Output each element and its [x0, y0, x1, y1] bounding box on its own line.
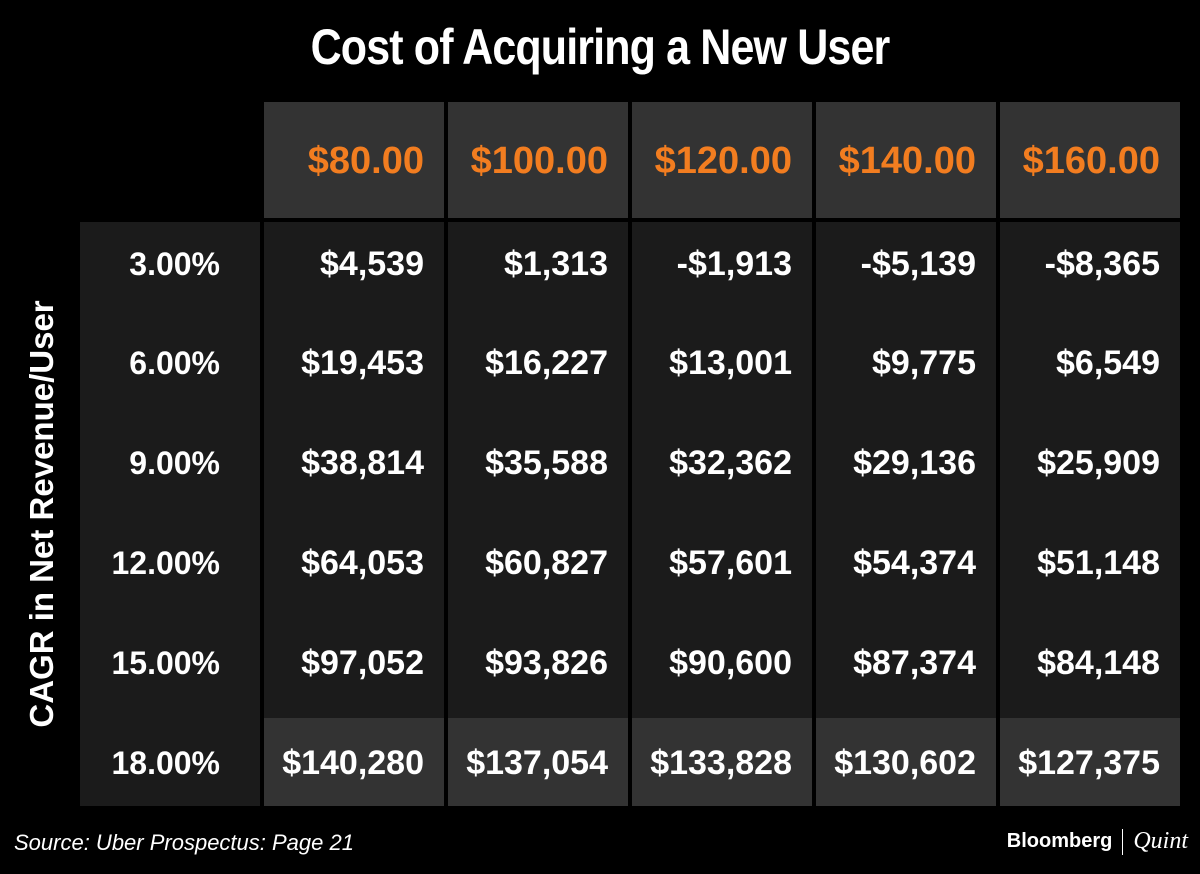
table-cell: $90,600 — [669, 644, 792, 682]
column-background — [448, 222, 628, 718]
table-cell: $19,453 — [301, 344, 424, 382]
last-row-background — [632, 718, 812, 806]
last-row-background — [816, 718, 996, 806]
row-label-panel — [80, 222, 260, 806]
column-header-label: $120.00 — [654, 140, 792, 182]
last-row-background — [1000, 718, 1180, 806]
table-cell: $1,313 — [504, 245, 608, 283]
column-background — [632, 222, 812, 718]
column-header-label: $100.00 — [470, 140, 608, 182]
column-background — [264, 222, 444, 718]
table-cell: -$8,365 — [1044, 245, 1160, 283]
brand-logo: Bloomberg Quint — [1007, 828, 1188, 855]
row-label: 3.00% — [129, 246, 220, 282]
table-cell: $4,539 — [320, 245, 424, 283]
last-row-background — [448, 718, 628, 806]
table-cell: $25,909 — [1037, 444, 1160, 482]
table-cell: $57,601 — [669, 544, 792, 582]
brand-bloomberg: Bloomberg — [1006, 830, 1113, 852]
table-cell: $64,053 — [301, 544, 424, 582]
column-header-label: $140.00 — [838, 140, 976, 182]
table-cell: -$5,139 — [860, 245, 976, 283]
table-cell: $87,374 — [853, 644, 976, 682]
column-header: $120.00 — [632, 102, 812, 218]
row-label: 6.00% — [129, 345, 220, 381]
table-cell: -$1,913 — [676, 245, 792, 283]
table-cell: $9,775 — [872, 344, 976, 382]
table-cell: $137,054 — [466, 744, 608, 782]
column-background — [1000, 222, 1180, 718]
table-cell: $13,001 — [669, 344, 792, 382]
column-background — [816, 222, 996, 718]
column-header-label: $80.00 — [307, 140, 424, 182]
table-cell: $133,828 — [650, 744, 792, 782]
table-cell: $84,148 — [1037, 644, 1160, 682]
chart-title: Cost of Acquiring a New User — [310, 19, 891, 75]
column-header: $100.00 — [448, 102, 628, 218]
source-note: Source: Uber Prospectus: Page 21 — [14, 830, 354, 855]
y-axis-label-area: CAGR in Net Revenue/User — [0, 222, 80, 806]
table-cell: $97,052 — [301, 644, 424, 682]
table-cell: $29,136 — [853, 444, 976, 482]
column-header: $80.00 — [264, 102, 444, 218]
row-label: 9.00% — [129, 445, 220, 481]
table-cell: $35,588 — [485, 444, 608, 482]
column-header: $160.00 — [1000, 102, 1180, 218]
brand-divider — [1122, 828, 1124, 855]
table-cell: $6,549 — [1056, 344, 1160, 382]
table-cell: $93,826 — [485, 644, 608, 682]
table-cell: $54,374 — [853, 544, 976, 582]
table-cell: $127,375 — [1018, 744, 1160, 782]
row-label: 18.00% — [111, 745, 220, 781]
column-header: $140.00 — [816, 102, 996, 218]
table-cell: $140,280 — [282, 744, 424, 782]
table-cell: $32,362 — [669, 444, 792, 482]
table-cell: $16,227 — [485, 344, 608, 382]
column-header-label: $160.00 — [1022, 140, 1160, 182]
table-cell: $130,602 — [834, 744, 976, 782]
y-axis-label: CAGR in Net Revenue/User — [23, 300, 60, 728]
brand-quint: Quint — [1133, 828, 1188, 854]
last-row-background — [264, 718, 444, 806]
row-label: 12.00% — [111, 545, 220, 581]
row-label: 15.00% — [111, 645, 220, 681]
table-cell: $51,148 — [1037, 544, 1160, 582]
table-cell: $60,827 — [485, 544, 608, 582]
table-cell: $38,814 — [301, 444, 424, 482]
